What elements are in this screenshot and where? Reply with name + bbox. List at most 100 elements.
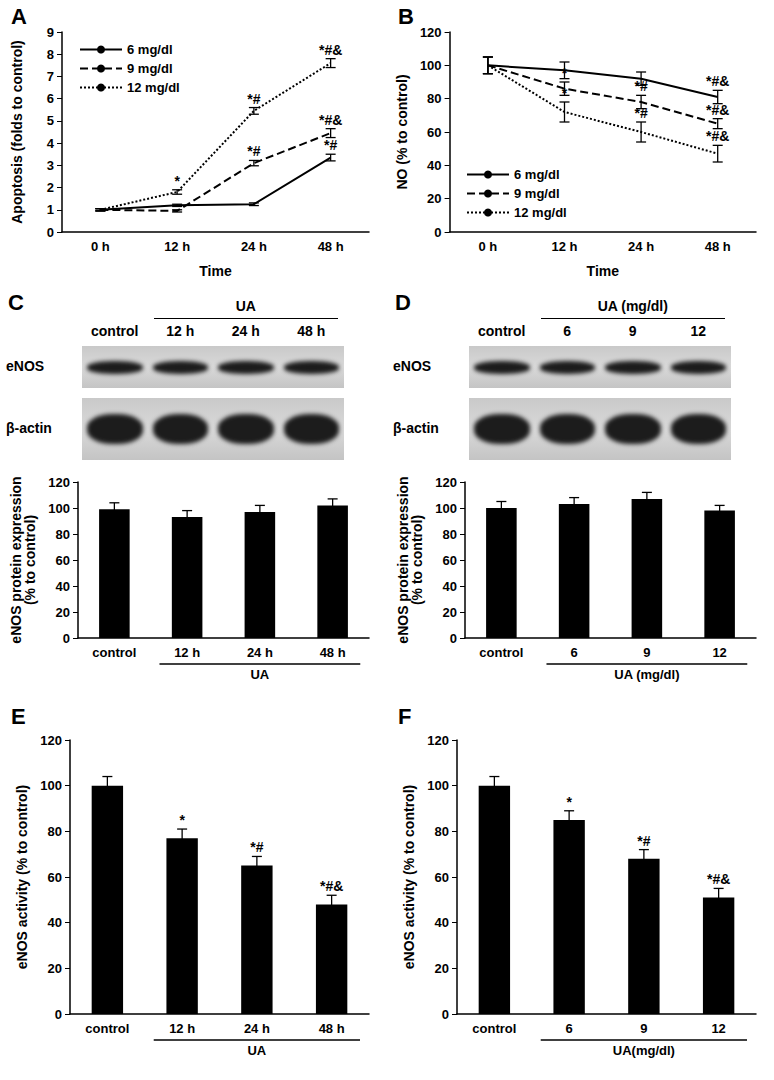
- svg-text:UA (mg/dl): UA (mg/dl): [614, 667, 679, 682]
- svg-text:48 h: 48 h: [705, 239, 731, 254]
- svg-text:60: 60: [56, 553, 70, 568]
- svg-text:*#&: *#&: [706, 128, 729, 144]
- svg-text:40: 40: [435, 915, 449, 930]
- svg-text:1: 1: [47, 202, 54, 217]
- svg-text:0: 0: [63, 631, 70, 646]
- svg-text:9 mg/dl: 9 mg/dl: [127, 61, 173, 76]
- svg-text:(% to control): (% to control): [409, 515, 425, 605]
- svg-text:UA(mg/dl): UA(mg/dl): [613, 1043, 675, 1058]
- svg-text:48 h: 48 h: [318, 239, 344, 254]
- svg-text:6: 6: [571, 645, 578, 660]
- svg-text:100: 100: [420, 58, 442, 73]
- svg-text:control: control: [472, 1021, 516, 1036]
- svg-text:eNOS activity (% to control): eNOS activity (% to control): [401, 785, 417, 969]
- svg-text:6 mg/dl: 6 mg/dl: [514, 167, 560, 182]
- svg-text:2: 2: [47, 180, 54, 195]
- svg-text:0 h: 0 h: [478, 239, 497, 254]
- svg-text:UA: UA: [250, 667, 269, 682]
- svg-text:*#: *#: [634, 78, 647, 94]
- svg-text:20: 20: [48, 961, 62, 976]
- svg-text:80: 80: [443, 527, 457, 542]
- svg-text:6: 6: [47, 91, 54, 106]
- svg-text:48 h: 48 h: [319, 1021, 345, 1036]
- svg-text:*: *: [562, 85, 568, 101]
- svg-text:4: 4: [47, 136, 55, 151]
- svg-text:9 mg/dl: 9 mg/dl: [514, 186, 560, 201]
- svg-text:12 h: 12 h: [169, 1021, 195, 1036]
- svg-text:control: control: [85, 1021, 129, 1036]
- svg-text:100: 100: [435, 501, 457, 516]
- svg-text:20: 20: [56, 605, 70, 620]
- svg-text:B: B: [398, 4, 414, 29]
- svg-text:*#&: *#&: [706, 73, 729, 89]
- svg-text:12 h: 12 h: [164, 239, 190, 254]
- svg-text:9: 9: [643, 645, 650, 660]
- svg-text:*#: *#: [247, 91, 260, 107]
- svg-text:*: *: [562, 65, 568, 81]
- svg-text:24 h: 24 h: [244, 1021, 270, 1036]
- svg-text:*#: *#: [324, 137, 337, 153]
- svg-text:100: 100: [427, 778, 449, 793]
- svg-text:7: 7: [47, 69, 54, 84]
- svg-text:80: 80: [435, 824, 449, 839]
- svg-text:NO (% to control): NO (% to control): [394, 74, 410, 189]
- svg-text:12 mg/dl: 12 mg/dl: [127, 80, 180, 95]
- svg-text:120: 120: [48, 475, 70, 490]
- svg-text:A: A: [11, 4, 27, 29]
- svg-text:24 h: 24 h: [247, 645, 273, 660]
- svg-text:UA: UA: [247, 1043, 266, 1058]
- svg-text:0 h: 0 h: [91, 239, 110, 254]
- svg-text:(% to control): (% to control): [22, 515, 38, 605]
- svg-text:E: E: [11, 704, 26, 729]
- svg-text:*#: *#: [250, 839, 263, 855]
- svg-text:80: 80: [48, 824, 62, 839]
- svg-text:120: 120: [435, 475, 457, 490]
- svg-text:60: 60: [427, 125, 441, 140]
- svg-text:eNOS activity (% to control): eNOS activity (% to control): [14, 785, 30, 969]
- svg-text:120: 120: [420, 25, 442, 40]
- svg-text:40: 40: [443, 579, 457, 594]
- svg-text:F: F: [398, 704, 411, 729]
- svg-text:20: 20: [427, 191, 441, 206]
- svg-text:80: 80: [427, 91, 441, 106]
- svg-text:12 h: 12 h: [174, 645, 200, 660]
- svg-text:24 h: 24 h: [628, 239, 654, 254]
- svg-text:*: *: [179, 812, 185, 828]
- svg-text:9: 9: [47, 25, 54, 40]
- svg-text:9: 9: [640, 1021, 647, 1036]
- svg-text:120: 120: [40, 733, 62, 748]
- svg-text:12: 12: [712, 645, 726, 660]
- svg-text:*#&: *#&: [319, 42, 342, 58]
- svg-text:0: 0: [442, 1007, 449, 1022]
- svg-text:100: 100: [40, 778, 62, 793]
- svg-text:0: 0: [450, 631, 457, 646]
- svg-text:12 mg/dl: 12 mg/dl: [514, 205, 567, 220]
- svg-text:*#: *#: [247, 143, 260, 159]
- svg-text:control: control: [92, 645, 136, 660]
- svg-text:*#&: *#&: [706, 102, 729, 118]
- svg-text:*#&: *#&: [707, 871, 730, 887]
- svg-text:5: 5: [47, 113, 54, 128]
- svg-text:6 mg/dl: 6 mg/dl: [127, 42, 173, 57]
- svg-text:20: 20: [443, 605, 457, 620]
- svg-text:Apoptosis (folds to control): Apoptosis (folds to control): [9, 40, 25, 224]
- svg-text:*: *: [566, 794, 572, 810]
- svg-text:60: 60: [443, 553, 457, 568]
- svg-text:Time: Time: [587, 263, 620, 279]
- svg-text:*#&: *#&: [320, 878, 343, 894]
- svg-text:6: 6: [566, 1021, 573, 1036]
- svg-text:60: 60: [48, 870, 62, 885]
- svg-text:40: 40: [427, 158, 441, 173]
- svg-text:120: 120: [427, 733, 449, 748]
- svg-text:Time: Time: [199, 263, 232, 279]
- svg-text:*#: *#: [637, 833, 650, 849]
- svg-text:20: 20: [435, 961, 449, 976]
- svg-text:*: *: [174, 173, 180, 189]
- svg-text:12 h: 12 h: [551, 239, 577, 254]
- svg-text:24 h: 24 h: [241, 239, 267, 254]
- svg-text:3: 3: [47, 158, 54, 173]
- svg-text:80: 80: [56, 527, 70, 542]
- svg-text:40: 40: [56, 579, 70, 594]
- svg-text:60: 60: [435, 870, 449, 885]
- svg-text:0: 0: [434, 225, 441, 240]
